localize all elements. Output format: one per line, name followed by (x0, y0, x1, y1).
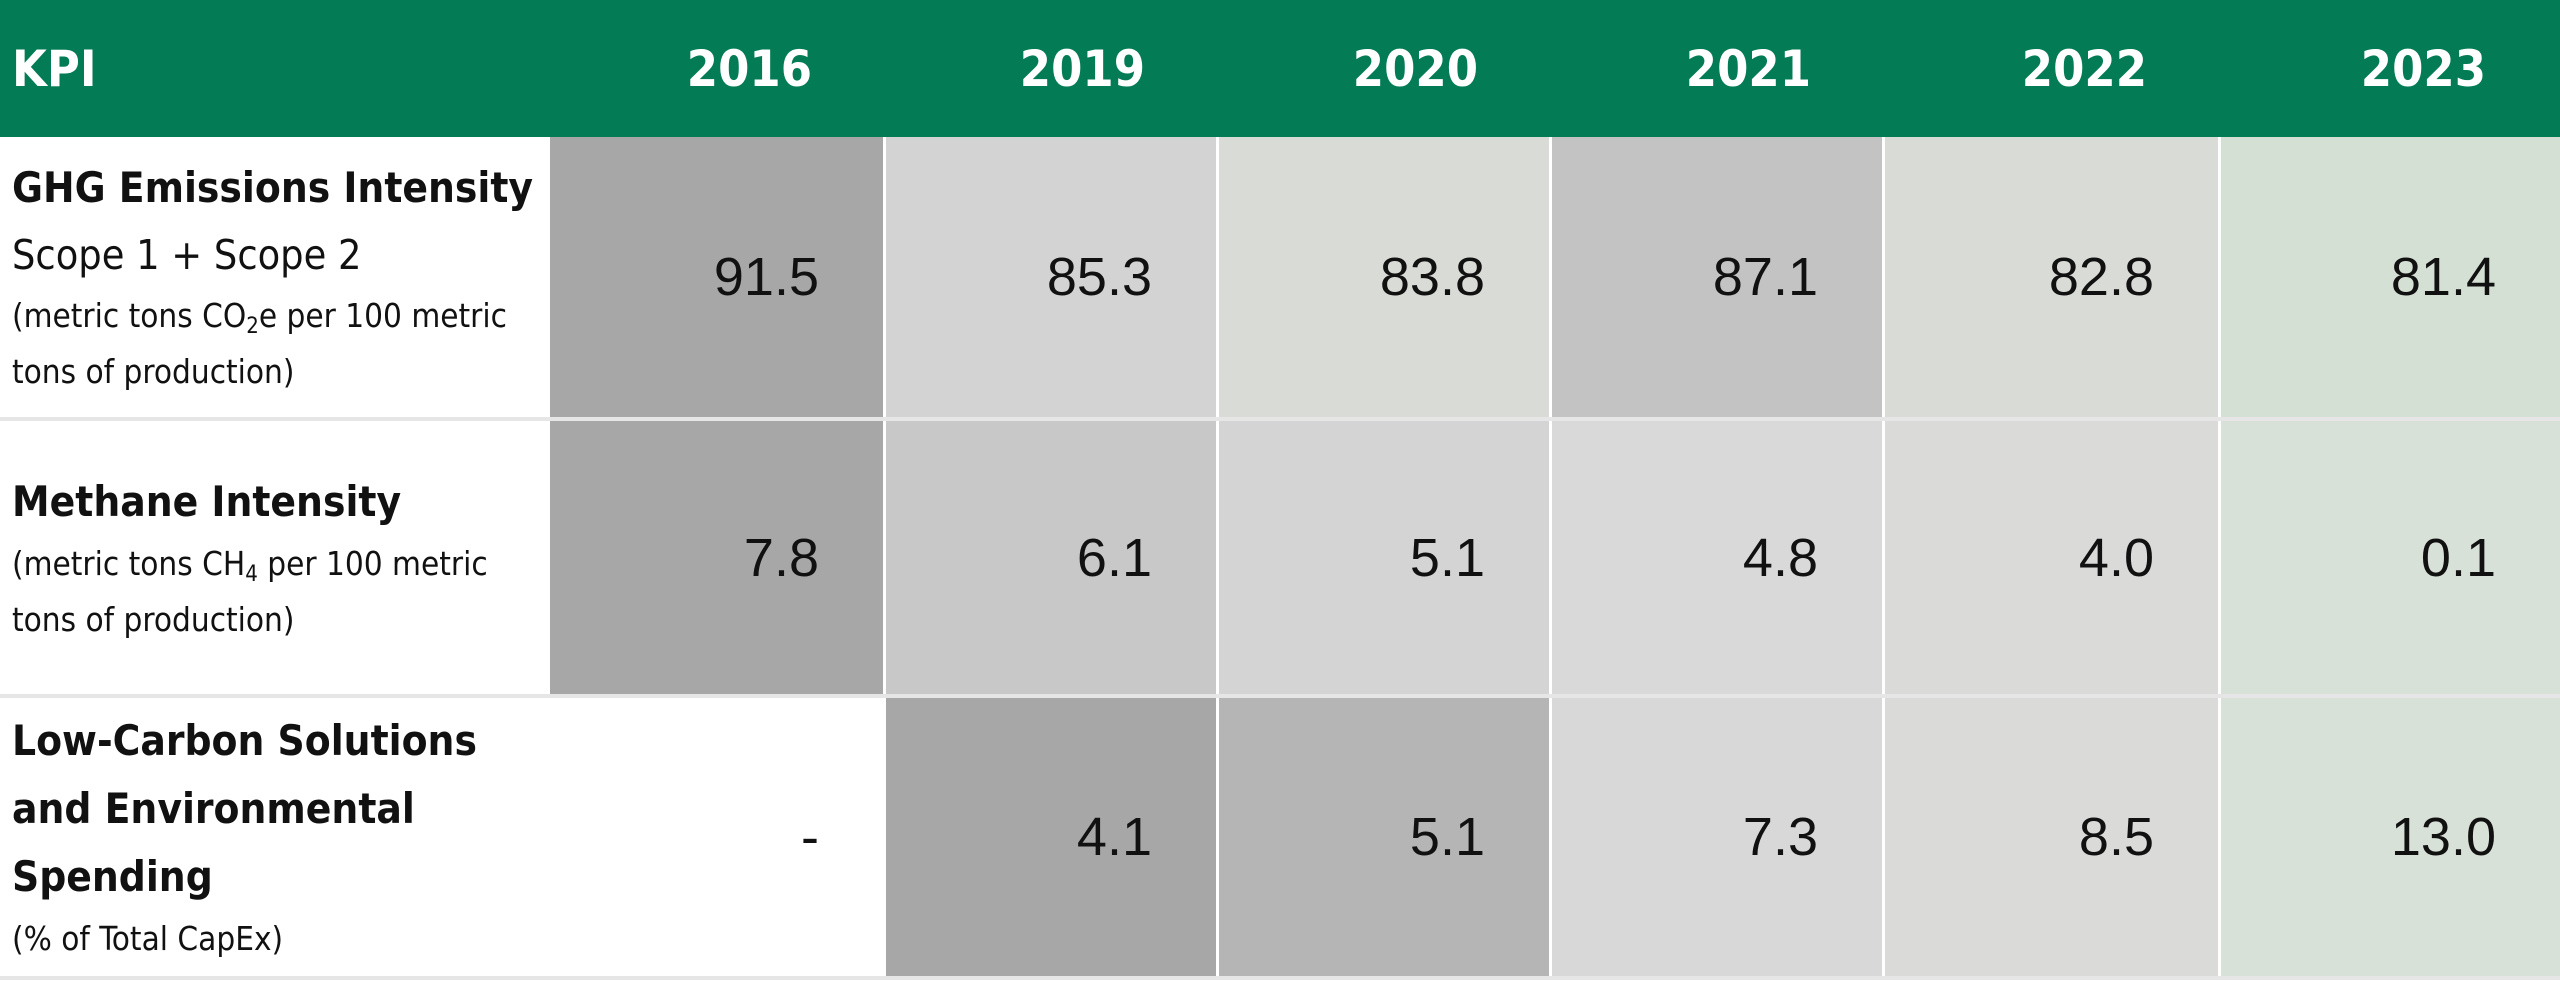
unit-note-part: (% of Total CapEx) (12, 919, 284, 958)
value-cell-2019: 4.1 (886, 698, 1216, 976)
table-row: Low-Carbon Solutions and Environmental S… (0, 698, 2560, 976)
unit-note-subscript: 2 (246, 314, 259, 339)
unit-note-part: (metric tons CH (12, 543, 246, 583)
header-2016: 2016 (686, 39, 812, 98)
row-divider (0, 694, 2560, 698)
header-2023: 2023 (2360, 39, 2486, 98)
value-cell-2021: 7.3 (1552, 698, 1882, 976)
value-cell-2016: 7.8 (550, 421, 883, 694)
value-cell-2021: 4.8 (1552, 421, 1882, 694)
row-divider (0, 417, 2560, 421)
kpi-title: Methane Intensity (12, 476, 402, 526)
value-cell-2022: 82.8 (1885, 137, 2218, 417)
kpi-title: Low-Carbon Solutions and Environmental S… (12, 716, 477, 901)
kpi-title: GHG Emissions Intensity (12, 163, 534, 212)
value-cell-2022: 8.5 (1885, 698, 2218, 976)
kpi-label-ghg: GHG Emissions Intensity Scope 1 + Scope … (0, 137, 550, 417)
value-cell-2019: 85.3 (886, 137, 1216, 417)
value-cell-2020: 5.1 (1219, 698, 1549, 976)
value-cell-2020: 5.1 (1219, 421, 1549, 694)
table-row: Methane Intensity (metric tons CH4 per 1… (0, 421, 2560, 694)
kpi-label-methane: Methane Intensity (metric tons CH4 per 1… (0, 421, 550, 694)
unit-note-subscript: 4 (245, 561, 258, 587)
value-cell-2016: - (550, 698, 883, 976)
value-cell-2016: 91.5 (550, 137, 883, 417)
unit-note-part: (metric tons CO (12, 296, 247, 335)
kpi-unit-note: (metric tons CO2e per 100 metric tons of… (12, 288, 550, 400)
value-cell-2023: 81.4 (2221, 137, 2560, 417)
header-kpi: KPI (12, 39, 97, 98)
value-cell-2023: 13.0 (2221, 698, 2560, 976)
kpi-unit-note: (% of Total CapEx) (12, 911, 550, 967)
value-cell-2021: 87.1 (1552, 137, 1882, 417)
kpi-label-low-carbon: Low-Carbon Solutions and Environmental S… (0, 698, 550, 976)
header-2022: 2022 (2021, 39, 2147, 98)
unit-note-part: per 100 metric tons of production) (12, 543, 488, 639)
kpi-unit-note: (metric tons CH4 per 100 metric tons of … (12, 536, 550, 648)
value-cell-2022: 4.0 (1885, 421, 2218, 694)
table-header-row: KPI 2016 2019 2020 2021 2022 2023 (0, 0, 2560, 137)
unit-note-part: e per 100 metric tons of production) (12, 296, 507, 391)
value-cell-2023: 0.1 (2221, 421, 2560, 694)
table-row: GHG Emissions Intensity Scope 1 + Scope … (0, 137, 2560, 417)
value-cell-2020: 83.8 (1219, 137, 1549, 417)
row-divider (0, 976, 2560, 980)
header-2019: 2019 (1019, 39, 1145, 98)
header-2020: 2020 (1352, 39, 1478, 98)
kpi-subtitle: Scope 1 + Scope 2 (12, 231, 362, 279)
header-2021: 2021 (1685, 39, 1811, 98)
value-cell-2019: 6.1 (886, 421, 1216, 694)
